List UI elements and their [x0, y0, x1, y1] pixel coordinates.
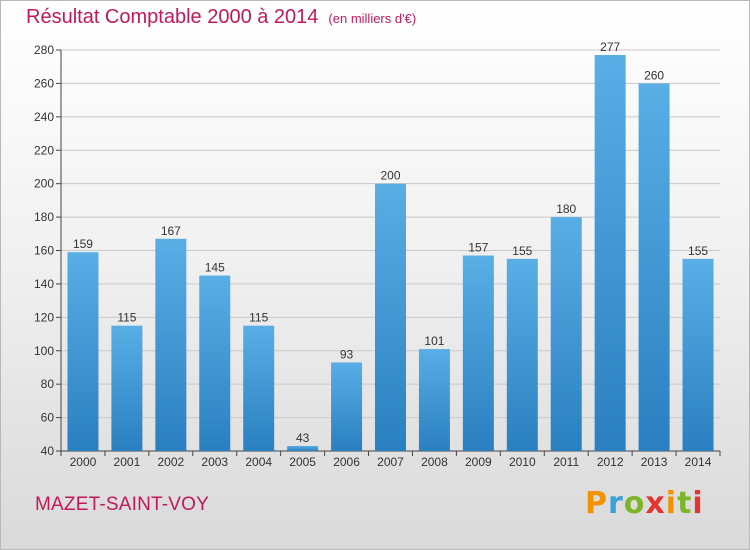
x-tick-label: 2013: [641, 455, 668, 469]
logo-letter: t: [677, 486, 693, 521]
bar-2005: [287, 445, 319, 451]
bar-value-label: 180: [556, 202, 576, 216]
bar-value-label: 159: [73, 237, 93, 251]
y-tick-label: 40: [41, 444, 55, 458]
bar-value-label: 43: [296, 431, 310, 445]
y-tick-label: 60: [41, 411, 55, 425]
bar-2004: [243, 325, 275, 451]
logo-letter: o: [623, 486, 646, 521]
bars-layer: [67, 55, 714, 452]
x-tick-label: 2002: [157, 455, 184, 469]
y-tick-label: 260: [34, 76, 54, 90]
x-tick-label: 2007: [377, 455, 404, 469]
logo-letter: i: [665, 486, 678, 521]
y-tick-label: 80: [41, 377, 55, 391]
bar-value-label: 145: [205, 261, 225, 275]
y-tick-label: 180: [34, 210, 54, 224]
bar-value-label: 93: [340, 347, 354, 361]
x-tick-label: 2014: [685, 455, 712, 469]
bar-2014: [682, 258, 714, 451]
bar-value-label: 277: [600, 40, 620, 54]
x-tick-label: 2008: [421, 455, 448, 469]
y-tick-label: 240: [34, 110, 54, 124]
city-name: MAZET-SAINT-VOY: [35, 494, 210, 515]
chart-title-main: Résultat Comptable 2000 à 2014: [26, 6, 319, 28]
axis-layer: 40 60 80 100 120 140 160 180 200 220 240 260 280: [34, 43, 721, 458]
bar-2008: [418, 349, 450, 451]
x-tick-label: 2005: [289, 455, 316, 469]
bar-2011: [550, 217, 582, 451]
logo-letter: i: [692, 486, 704, 521]
bar-2009: [462, 255, 494, 451]
x-tick-label: 2004: [245, 455, 272, 469]
bar-value-label: 200: [380, 169, 400, 183]
logo-letter: P: [585, 486, 608, 521]
y-tick-label: 160: [34, 244, 54, 258]
x-tick-label: 2003: [201, 455, 228, 469]
bar-2000: [67, 252, 99, 451]
bar-2003: [199, 275, 231, 451]
bar-value-label: 260: [644, 68, 664, 82]
bar-2007: [375, 183, 406, 451]
bar-value-label: 115: [117, 311, 136, 325]
y-tick-label: 280: [34, 43, 54, 57]
bar-2010: [506, 258, 538, 451]
bar-value-label: 157: [468, 241, 488, 255]
y-tick-label: 100: [34, 344, 54, 358]
y-tick-label: 120: [34, 310, 54, 324]
chart-title: Résultat Comptable 2000 à 2014 (en millie…: [26, 6, 416, 29]
bar-2012: [594, 55, 626, 451]
x-tick-label: 2006: [333, 455, 360, 469]
logo-letter: r: [608, 486, 624, 521]
bar-value-label: 101: [424, 334, 444, 348]
bar-value-label: 167: [161, 224, 181, 238]
x-tick-label: 2001: [114, 455, 141, 469]
bar-value-label: 115: [249, 311, 268, 325]
y-tick-label: 200: [34, 177, 54, 191]
x-tick-label: 2000: [70, 455, 97, 469]
y-tick-label: 140: [34, 277, 54, 291]
x-tick-label: 2009: [465, 455, 492, 469]
x-tick-label: 2010: [509, 455, 536, 469]
bar-value-label: 155: [512, 244, 532, 258]
bar-2013: [638, 83, 670, 452]
x-tick-label: 2012: [597, 455, 624, 469]
x-tick-label: 2011: [553, 455, 579, 469]
y-tick-label: 220: [34, 143, 54, 157]
labels-layer: 159 2000 115 2001 167 2002 145 2003 115 2004 43 200…: [70, 40, 712, 469]
proxiti-logo: Proxiti: [585, 486, 704, 521]
bar-2006: [331, 362, 363, 451]
bar-2002: [155, 238, 187, 451]
logo-letter: x: [645, 486, 666, 521]
bar-2001: [111, 325, 143, 451]
bar-value-label: 155: [688, 244, 708, 258]
chart-title-unit: (en milliers d'€): [328, 11, 417, 26]
